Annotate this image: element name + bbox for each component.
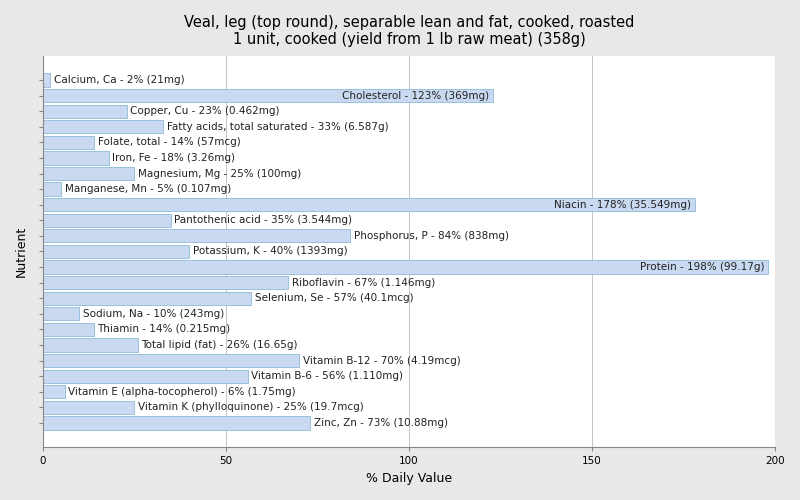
- Bar: [42, 182, 61, 196]
- Text: Iron, Fe - 18% (3.26mg): Iron, Fe - 18% (3.26mg): [112, 153, 235, 163]
- Bar: [42, 74, 50, 86]
- Bar: [42, 307, 79, 320]
- Title: Veal, leg (top round), separable lean and fat, cooked, roasted
1 unit, cooked (y: Veal, leg (top round), separable lean an…: [184, 15, 634, 48]
- Bar: [42, 214, 170, 227]
- Bar: [42, 229, 350, 242]
- Bar: [42, 292, 251, 305]
- Bar: [42, 385, 65, 398]
- Text: Total lipid (fat) - 26% (16.65g): Total lipid (fat) - 26% (16.65g): [142, 340, 298, 350]
- Bar: [42, 167, 134, 180]
- Bar: [42, 89, 493, 102]
- Text: Riboflavin - 67% (1.146mg): Riboflavin - 67% (1.146mg): [292, 278, 435, 287]
- Bar: [42, 104, 127, 118]
- Bar: [42, 198, 694, 211]
- Text: Potassium, K - 40% (1393mg): Potassium, K - 40% (1393mg): [193, 246, 347, 256]
- Text: Calcium, Ca - 2% (21mg): Calcium, Ca - 2% (21mg): [54, 75, 184, 85]
- Text: Manganese, Mn - 5% (0.107mg): Manganese, Mn - 5% (0.107mg): [65, 184, 231, 194]
- Text: Vitamin K (phylloquinone) - 25% (19.7mcg): Vitamin K (phylloquinone) - 25% (19.7mcg…: [138, 402, 363, 412]
- Bar: [42, 260, 768, 274]
- Text: Niacin - 178% (35.549mg): Niacin - 178% (35.549mg): [554, 200, 691, 209]
- Bar: [42, 338, 138, 351]
- Bar: [42, 152, 109, 164]
- Text: Pantothenic acid - 35% (3.544mg): Pantothenic acid - 35% (3.544mg): [174, 216, 353, 226]
- Bar: [42, 354, 299, 367]
- Text: Magnesium, Mg - 25% (100mg): Magnesium, Mg - 25% (100mg): [138, 168, 301, 178]
- Text: Copper, Cu - 23% (0.462mg): Copper, Cu - 23% (0.462mg): [130, 106, 280, 116]
- Bar: [42, 136, 94, 149]
- Bar: [42, 276, 288, 289]
- Text: Phosphorus, P - 84% (838mg): Phosphorus, P - 84% (838mg): [354, 231, 509, 241]
- Text: Zinc, Zn - 73% (10.88mg): Zinc, Zn - 73% (10.88mg): [314, 418, 448, 428]
- Text: Vitamin B-12 - 70% (4.19mcg): Vitamin B-12 - 70% (4.19mcg): [302, 356, 461, 366]
- Text: Thiamin - 14% (0.215mg): Thiamin - 14% (0.215mg): [98, 324, 230, 334]
- Text: Sodium, Na - 10% (243mg): Sodium, Na - 10% (243mg): [83, 309, 224, 319]
- Bar: [42, 416, 310, 430]
- Text: Selenium, Se - 57% (40.1mcg): Selenium, Se - 57% (40.1mcg): [255, 293, 414, 303]
- Bar: [42, 323, 94, 336]
- Text: Protein - 198% (99.17g): Protein - 198% (99.17g): [640, 262, 764, 272]
- X-axis label: % Daily Value: % Daily Value: [366, 472, 452, 485]
- Text: Vitamin B-6 - 56% (1.110mg): Vitamin B-6 - 56% (1.110mg): [251, 371, 403, 381]
- Bar: [42, 245, 189, 258]
- Bar: [42, 120, 163, 134]
- Text: Cholesterol - 123% (369mg): Cholesterol - 123% (369mg): [342, 90, 490, 101]
- Bar: [42, 370, 248, 383]
- Y-axis label: Nutrient: Nutrient: [15, 226, 28, 277]
- Text: Folate, total - 14% (57mcg): Folate, total - 14% (57mcg): [98, 138, 240, 147]
- Text: Fatty acids, total saturated - 33% (6.587g): Fatty acids, total saturated - 33% (6.58…: [167, 122, 389, 132]
- Text: Vitamin E (alpha-tocopherol) - 6% (1.75mg): Vitamin E (alpha-tocopherol) - 6% (1.75m…: [68, 387, 296, 397]
- Bar: [42, 401, 134, 414]
